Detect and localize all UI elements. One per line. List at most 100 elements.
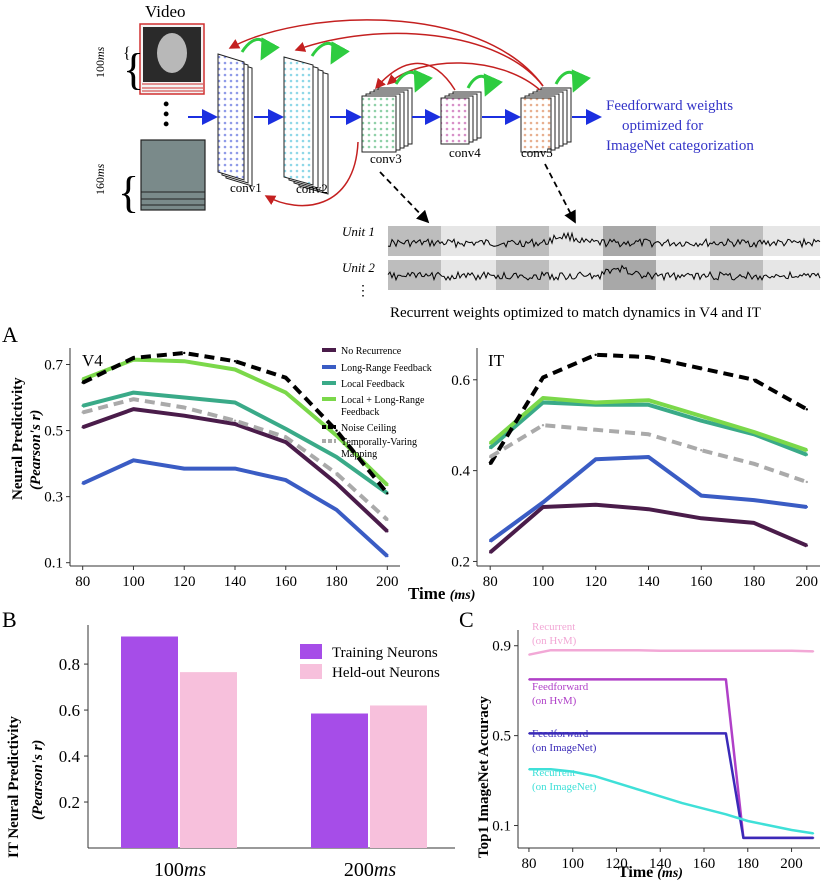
local-loop-conv3 — [394, 69, 433, 93]
chart-c-series-label: Feedforward (on HvM) — [532, 681, 589, 707]
panelA-IT-point-noise-ceiling — [594, 353, 597, 357]
panelC-point-recurrent-on-hvm — [790, 649, 793, 652]
panelC-point-recurrent-on-imagenet — [768, 824, 771, 827]
panelA-V4-point-long-range-feedback — [335, 508, 338, 512]
conv5-label: conv5 — [521, 145, 553, 160]
panelA-IT-point-no-recurrence — [594, 503, 597, 506]
panelC-series-recurrent-on-imagenet — [528, 768, 814, 835]
chart-c-ylabel: Top1 ImageNet Accuracy — [476, 696, 492, 858]
panelC-ytick-label: 0.9 — [492, 639, 511, 655]
chart-b-category-value: 200 — [344, 859, 374, 881]
panelA-V4-point-no-recurrence — [284, 440, 287, 444]
panelA-IT-ytick-label: 0.2 — [451, 554, 470, 570]
brace-top-large: { — [123, 45, 144, 94]
time-top-label: 100ms — [93, 46, 107, 78]
panelA-V4-ytick-label: 0.7 — [44, 358, 63, 374]
readout-arrow-conv5 — [544, 163, 576, 224]
panelC-point-feedforward-on-imagenet — [528, 732, 530, 735]
legend-label-4: Noise Ceiling — [341, 423, 396, 434]
unit-traces — [387, 226, 821, 290]
panelA-IT-xtick-label: 100 — [532, 574, 555, 590]
chart-c-series-name: Recurrent — [532, 767, 575, 779]
panelA-IT-point-long-range-feedback — [594, 458, 597, 461]
chart-b-ytick-label: 0.2 — [59, 793, 80, 812]
panelC-point-recurrent-on-imagenet — [703, 807, 705, 810]
panelC-point-recurrent-on-imagenet — [790, 829, 793, 831]
panelA-IT-series-no-recurrence — [488, 502, 808, 554]
conv2-stack — [283, 56, 329, 195]
chart-v4: 0.1 0.3 0.5 0.7 80 100 120 140 160 180 200 V4 — [44, 348, 400, 590]
panelA-V4-point-local-long-range-feedback — [233, 368, 237, 371]
panelA-V4-point-noise-ceiling — [183, 351, 186, 355]
panelA-IT-point-no-recurrence — [805, 544, 809, 547]
panelA-IT-point-noise-ceiling — [805, 408, 809, 411]
panelA-V4-point-noise-ceiling — [233, 360, 237, 363]
conv1-stack — [217, 53, 253, 187]
chart-c-series-name: Feedforward — [532, 681, 589, 693]
chart-b-ytick-label: 0.6 — [59, 701, 80, 720]
brace-bottom: { — [118, 168, 139, 217]
panelA-V4-xtick-label: 120 — [173, 574, 196, 590]
panelA-V4-xtick-label: 180 — [325, 574, 348, 590]
conv3-label: conv3 — [370, 151, 402, 166]
panelA-V4-point-long-range-feedback — [284, 478, 287, 482]
ff-text-line1: Feedforward weights — [606, 98, 733, 114]
panelA-V4-point-long-range-feedback — [183, 467, 186, 470]
video-frame-late — [140, 139, 206, 211]
conv4-stack — [440, 91, 482, 145]
panelC-point-recurrent-on-hvm — [703, 649, 705, 652]
local-loop-conv2 — [310, 41, 350, 65]
chart-c-series-sub: (on HvM) — [532, 635, 577, 647]
panelA-IT-point-local-long-range-feedback — [805, 448, 809, 452]
chart-b-ylabel: IT Neural Predictivity — [6, 716, 22, 858]
chart-b-category-label: 200ms — [344, 859, 396, 881]
chart-b-ytick-label: 0.8 — [59, 655, 80, 674]
panelA-V4-point-local-feedback — [132, 391, 135, 394]
panelC-point-feedforward-on-imagenet — [725, 732, 727, 735]
panelA-V4-title: V4 — [82, 351, 103, 370]
panelC-xtick-label: 160 — [693, 856, 716, 872]
unit2-trace — [387, 264, 821, 282]
panelC-xtick-label: 200 — [780, 856, 803, 872]
panelA-V4-xtick-label: 160 — [275, 574, 298, 590]
panelA-V4-ytick-label: 0.1 — [44, 556, 63, 572]
panelA-IT-point-local-feedback — [647, 403, 650, 406]
panelA-V4-point-temporally-varing-mapping — [81, 411, 84, 414]
panelA-IT-title: IT — [488, 351, 505, 370]
conv3-stack — [361, 87, 413, 153]
panelA-IT-xtick-label: 120 — [584, 574, 607, 590]
panelA-IT-xtick-label: 160 — [690, 574, 713, 590]
face-shape — [157, 33, 187, 73]
local-loop-conv4 — [466, 73, 503, 97]
panelC-point-recurrent-on-hvm — [637, 649, 640, 652]
panelA-IT-point-temporally-varing-mapping — [700, 448, 703, 452]
panelC-ytick-label: 0.5 — [492, 729, 511, 745]
panelA-V4-point-local-long-range-feedback — [386, 483, 389, 487]
panelA-V4-xtick-label: 140 — [224, 574, 247, 590]
legend-label-line: Mapping — [341, 449, 377, 460]
panelA-V4-point-local-long-range-feedback — [335, 434, 338, 437]
panelA-V4-point-no-recurrence — [386, 530, 389, 533]
chart-b-bar-training-neurons — [311, 713, 368, 848]
panelA-IT-point-local-feedback — [805, 453, 809, 456]
panelA-IT-point-noise-ceiling — [752, 378, 756, 381]
panelA-IT-point-local-long-range-feedback — [752, 430, 756, 434]
chart-a-ylabel-sub: (Pearson's r) — [28, 410, 44, 490]
unit1-label: Unit 1 — [342, 224, 375, 239]
chart-b-bar-held-out-neurons — [370, 705, 427, 848]
time-bottom-label: 160ms — [93, 163, 107, 195]
panelA-IT-ytick-label: 0.6 — [451, 373, 470, 389]
panelA-IT-point-local-long-range-feedback — [700, 414, 703, 418]
panelA-V4-point-no-recurrence — [233, 422, 237, 426]
ff-text-line2: optimized for — [622, 118, 703, 134]
chart-b-category-label: 100ms — [154, 859, 206, 881]
panelC-point-recurrent-on-hvm — [615, 649, 618, 652]
panelA-IT-point-local-long-range-feedback — [594, 401, 597, 404]
panelA-V4-xtick-label: 200 — [376, 574, 399, 590]
chart-a-xlabel: Time (ms) — [408, 584, 475, 603]
panelA-V4-point-local-long-range-feedback — [81, 378, 84, 381]
panelA-V4-ytick-label: 0.3 — [44, 490, 63, 506]
chart-b-legend-swatch — [300, 644, 322, 659]
panelC-xtick-label: 140 — [649, 856, 672, 872]
